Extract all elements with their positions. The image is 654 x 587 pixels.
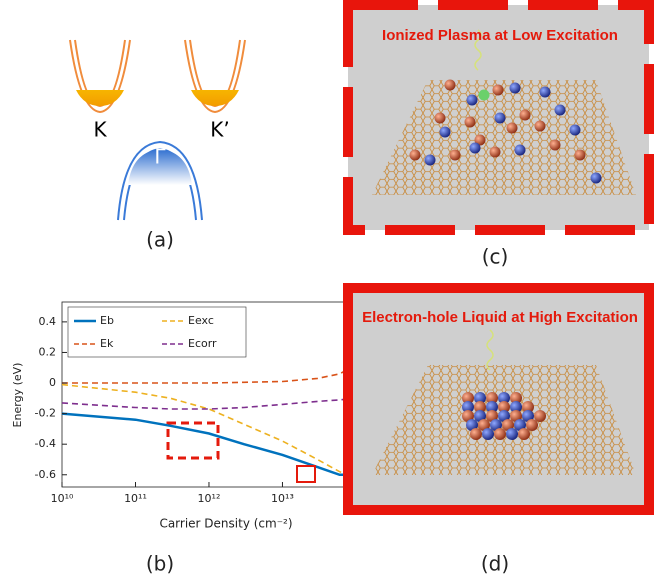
label-k: K (93, 118, 107, 142)
panel-title: Ionized Plasma at Low Excitation (382, 27, 618, 44)
caption: (c) (482, 245, 509, 269)
carrier (518, 428, 530, 440)
legend-label: Eexc (188, 314, 214, 327)
carrier (550, 140, 561, 151)
carrier (520, 110, 531, 121)
caption: (a) (146, 228, 174, 252)
legend-label: Ecorr (188, 337, 217, 350)
panel-d: Electron-hole Liquid at High Excitation … (348, 288, 649, 576)
carrier (555, 105, 566, 116)
x-tick-label: 10¹² (198, 492, 221, 505)
panel-a: K K’ Γ (a) (70, 40, 245, 252)
figure: K K’ Γ (a) Energy (eV) Carrier Density (… (0, 0, 654, 583)
panel-c: Ionized Plasma at Low Excitation (c) (348, 5, 649, 269)
caption: (d) (481, 552, 509, 576)
label-kp: K’ (210, 118, 229, 142)
carrier (482, 428, 494, 440)
carrier (493, 85, 504, 96)
carrier (440, 127, 451, 138)
panel-title: Electron-hole Liquid at High Excitation (362, 309, 638, 326)
carrier (470, 428, 482, 440)
carrier (470, 143, 481, 154)
legend-box (68, 307, 246, 357)
carrier (465, 117, 476, 128)
fill-k (76, 90, 124, 106)
carrier (467, 95, 478, 106)
y-tick-label: -0.2 (35, 407, 56, 420)
y-axis-label: Energy (eV) (11, 363, 24, 428)
carrier (506, 428, 518, 440)
carrier (425, 155, 436, 166)
y-tick-label: 0.4 (39, 315, 57, 328)
carrier (435, 113, 446, 124)
legend-label: Eb (100, 314, 114, 327)
carrier (535, 121, 546, 132)
carrier (515, 145, 526, 156)
carrier (534, 410, 546, 422)
carrier (591, 173, 602, 184)
y-tick-label: -0.6 (35, 468, 56, 481)
carrier (450, 150, 461, 161)
y-tick-label: 0.2 (39, 345, 57, 358)
y-tick-label: 0 (49, 376, 56, 389)
panel-b: Energy (eV) Carrier Density (cm⁻²) (b) -… (11, 302, 391, 576)
carrier (410, 150, 421, 161)
carrier (490, 147, 501, 158)
carrier (526, 419, 538, 431)
carrier (510, 83, 521, 94)
label-gamma: Γ (154, 145, 166, 169)
x-tick-label: 10¹¹ (124, 492, 147, 505)
carrier (445, 80, 456, 91)
y-tick-label: -0.4 (35, 437, 56, 450)
page: {"panel_a": {"labels": ["K", "K’", "Γ"]}… (0, 0, 654, 587)
carrier (495, 113, 506, 124)
carrier (494, 428, 506, 440)
carrier (507, 123, 518, 134)
carrier (570, 125, 581, 136)
legend-label: Ek (100, 337, 114, 350)
carrier (575, 150, 586, 161)
x-tick-label: 10¹⁰ (51, 492, 74, 505)
fill-kp (191, 90, 239, 106)
x-axis-label: Carrier Density (cm⁻²) (159, 517, 292, 531)
carrier (540, 87, 551, 98)
x-tick-label: 10¹³ (271, 492, 294, 505)
carrier (479, 90, 490, 101)
caption: (b) (146, 552, 174, 576)
